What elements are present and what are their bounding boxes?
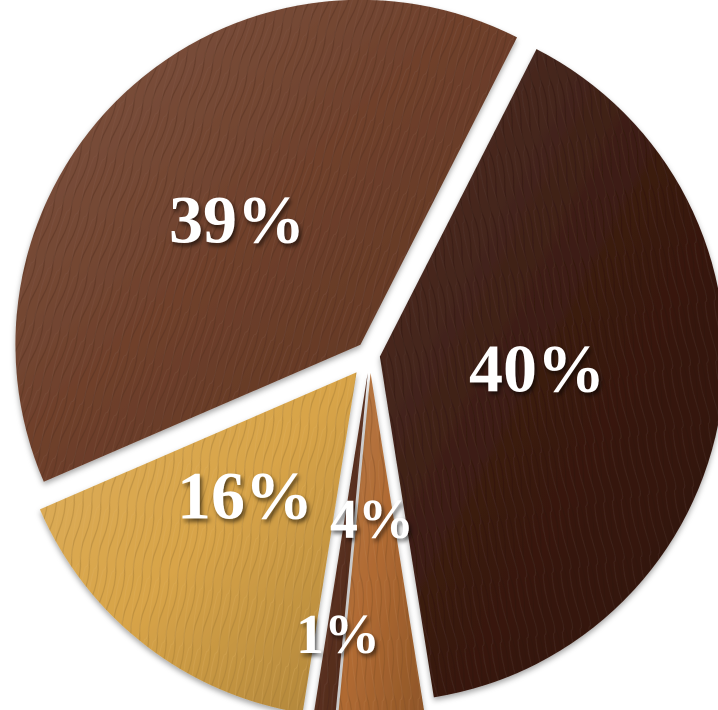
pie-slice-grain bbox=[39, 372, 357, 710]
pie-slice-16 bbox=[39, 372, 357, 710]
pie-slice-grain bbox=[338, 372, 424, 710]
pie-slices bbox=[15, 0, 718, 710]
slice-label-39: 39% bbox=[169, 182, 305, 258]
slice-label-16: 16% bbox=[177, 458, 313, 534]
slice-label-1: 1% bbox=[296, 604, 380, 666]
pie-labels: 40% 4% 1% 16% 39% bbox=[169, 182, 605, 666]
pie-slice-40 bbox=[379, 49, 718, 698]
pie-slice-39 bbox=[15, 0, 518, 482]
pie-slice-grain bbox=[314, 372, 368, 710]
pie-slice-1 bbox=[314, 372, 368, 710]
slice-label-40: 40% bbox=[469, 331, 605, 407]
pie-slice-grain bbox=[379, 49, 718, 698]
pie-slice-grain bbox=[15, 0, 518, 482]
slice-label-4: 4% bbox=[330, 489, 414, 551]
pie-slice-4 bbox=[338, 372, 424, 710]
